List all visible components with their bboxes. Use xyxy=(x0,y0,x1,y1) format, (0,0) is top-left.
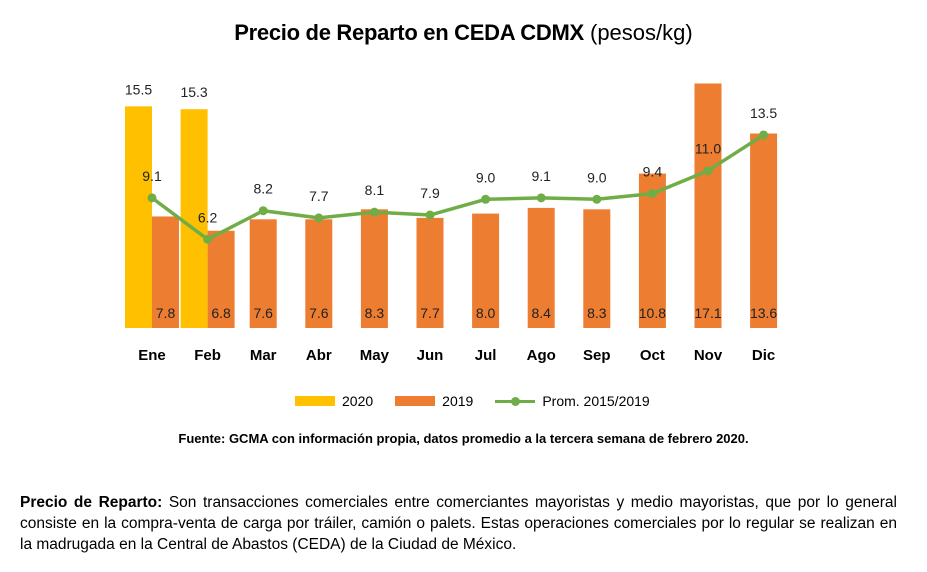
label-avg-abr: 7.7 xyxy=(309,188,329,204)
month-label-may: May xyxy=(360,347,390,364)
chart-legend: 2020 2019 Prom. 2015/2019 xyxy=(295,391,672,411)
bar-2019-dic xyxy=(750,133,778,328)
label-2019-sep: 8.3 xyxy=(587,305,607,321)
month-label-mar: Mar xyxy=(250,347,277,364)
avg-point-jun xyxy=(425,210,435,220)
label-avg-ago: 9.1 xyxy=(531,168,551,184)
label-2019-ago: 8.4 xyxy=(531,305,551,321)
legend-item-2019: 2019 xyxy=(395,393,473,409)
month-label-jun: Jun xyxy=(417,347,444,364)
bar-2019-mar xyxy=(249,219,277,328)
label-avg-ene: 9.1 xyxy=(142,168,162,184)
definition-text: Son transacciones comerciales entre come… xyxy=(20,494,897,553)
bar-2019-may xyxy=(360,209,388,328)
bar-2019-ene xyxy=(152,216,179,328)
bar-2019-oct xyxy=(638,173,666,328)
legend-item-avg: Prom. 2015/2019 xyxy=(495,393,650,409)
avg-point-abr xyxy=(314,213,324,223)
bar-2019-nov xyxy=(694,83,722,328)
definition-term: Precio de Reparto: xyxy=(20,494,163,511)
month-label-oct: Oct xyxy=(640,347,665,364)
legend-swatch-2019 xyxy=(395,396,436,406)
avg-line xyxy=(150,133,765,242)
bar-2019-jul xyxy=(472,213,500,328)
avg-point-ene xyxy=(147,193,157,203)
month-label-ago: Ago xyxy=(527,347,556,364)
month-label-ene: Ene xyxy=(138,347,166,364)
chart-title-unit: (pesos/kg) xyxy=(590,20,693,45)
bar-2020-feb xyxy=(180,109,208,329)
label-2019-mar: 7.6 xyxy=(253,305,273,321)
label-avg-jul: 9.0 xyxy=(476,169,496,185)
legend-label-avg: Prom. 2015/2019 xyxy=(542,393,650,409)
chart-title-main: Precio de Reparto en CEDA CDMX xyxy=(234,20,584,45)
chart-plot: 15.5 7.8 Ene 15.3 6.8 Feb 7.6 Mar 7.6 Abr 8.3 May 7.… xyxy=(125,81,778,364)
label-2019-jul: 8.0 xyxy=(476,305,496,321)
label-2019-nov: 17.1 xyxy=(694,305,721,321)
label-2019-ene: 7.8 xyxy=(156,305,176,321)
label-avg-nov: 11.0 xyxy=(695,141,721,157)
avg-point-ago xyxy=(536,193,546,203)
bar-2020-ene xyxy=(125,106,152,328)
month-label-dic: Dic xyxy=(752,347,775,364)
month-label-abr: Abr xyxy=(306,347,332,364)
avg-point-mar xyxy=(258,206,268,216)
label-2019-oct: 10.8 xyxy=(639,305,666,321)
label-avg-jun: 7.9 xyxy=(420,185,440,201)
bar-2019-ago xyxy=(527,207,555,328)
label-2019-may: 8.3 xyxy=(365,305,385,321)
source-note: Fuente: GCMA con información propia, dat… xyxy=(178,431,749,446)
label-2020-ene: 15.5 xyxy=(125,81,152,97)
label-avg-dic: 13.5 xyxy=(750,105,777,121)
legend-label-2020: 2020 xyxy=(342,393,374,409)
bar-2019-sep xyxy=(583,209,611,328)
legend-label-2019: 2019 xyxy=(442,393,474,409)
month-label-jul: Jul xyxy=(475,347,497,364)
avg-point-may xyxy=(369,207,379,217)
bar-2019-abr xyxy=(305,219,333,328)
label-2019-dic: 13.6 xyxy=(750,305,777,321)
label-2019-feb: 6.8 xyxy=(211,305,231,321)
avg-point-dic xyxy=(759,130,769,140)
avg-point-sep xyxy=(592,194,602,204)
label-2019-jun: 7.7 xyxy=(420,305,440,321)
avg-point-oct xyxy=(647,189,657,199)
bar-2019-feb xyxy=(207,230,235,328)
bar-2019-jun xyxy=(416,217,444,328)
label-avg-mar: 8.2 xyxy=(253,181,273,197)
legend-swatch-avg xyxy=(495,395,536,407)
avg-point-jul xyxy=(481,194,491,204)
label-avg-sep: 9.0 xyxy=(587,169,607,185)
label-avg-oct: 9.4 xyxy=(643,164,663,180)
month-label-sep: Sep xyxy=(583,347,611,364)
legend-swatch-2020 xyxy=(295,396,335,406)
definition-paragraph: Precio de Reparto: Son transacciones com… xyxy=(20,492,897,555)
month-label-feb: Feb xyxy=(194,347,221,364)
avg-point-feb xyxy=(203,234,213,244)
label-2020-feb: 15.3 xyxy=(180,84,207,100)
month-label-nov: Nov xyxy=(694,347,723,364)
label-2019-abr: 7.6 xyxy=(309,305,329,321)
label-avg-may: 8.1 xyxy=(365,182,385,198)
chart-title: Precio de Reparto en CEDA CDMX (pesos/kg… xyxy=(0,20,927,46)
avg-point-nov xyxy=(703,166,713,176)
legend-item-2020: 2020 xyxy=(295,393,373,409)
label-avg-feb: 6.2 xyxy=(198,209,218,225)
